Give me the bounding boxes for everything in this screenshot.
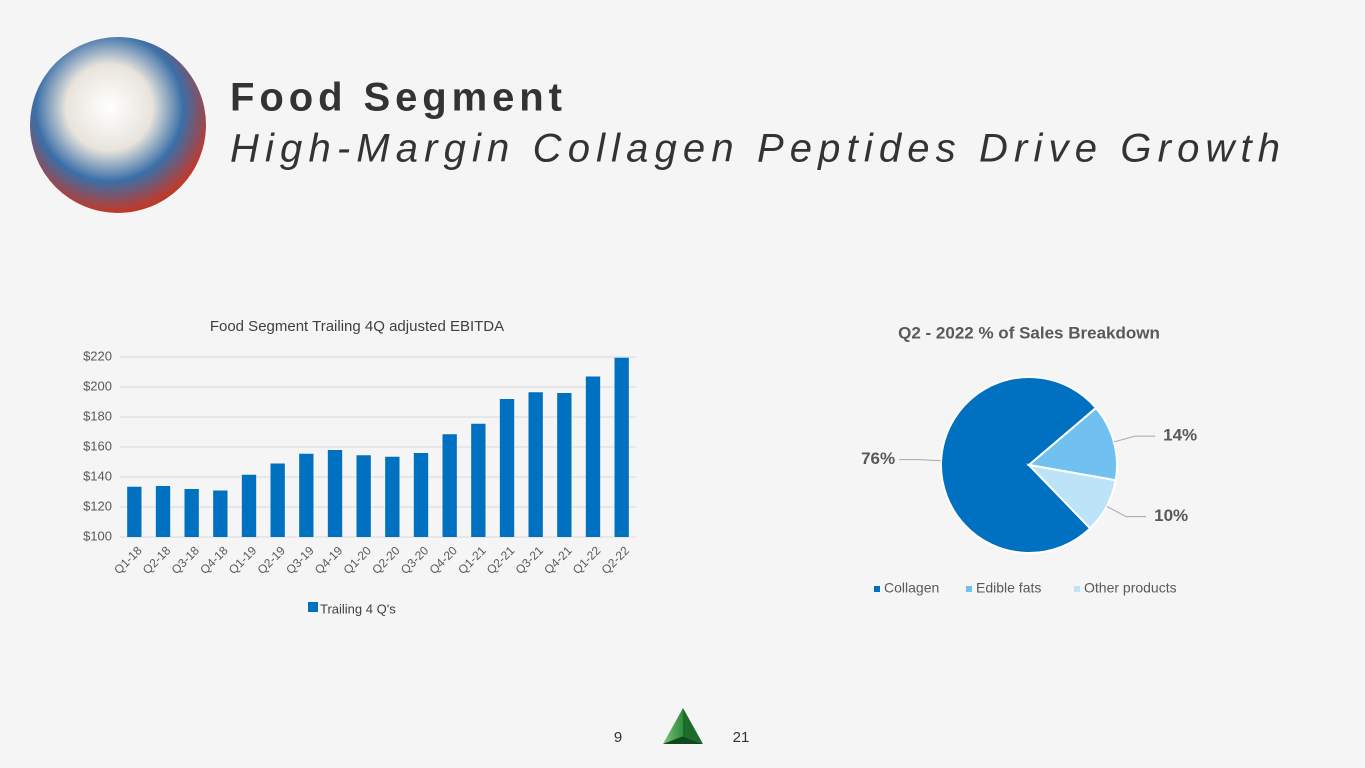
- leader-line: [899, 459, 942, 462]
- legend-label: Edible fats: [976, 580, 1041, 596]
- x-tick-label: Q1-22: [570, 543, 604, 577]
- y-tick-label: $120: [83, 498, 112, 513]
- y-tick-label: $200: [83, 378, 112, 393]
- slide-subtitle: High-Margin Collagen Peptides Drive Grow…: [230, 127, 1280, 171]
- x-tick-label: Q3-18: [169, 543, 203, 577]
- slide-title: Food Segment: [230, 76, 562, 120]
- page-number: 21: [733, 729, 750, 746]
- pie-slice: [940, 376, 1098, 554]
- y-tick-label: $100: [83, 528, 112, 543]
- legend-swatch: [966, 586, 972, 592]
- bar: [528, 392, 543, 537]
- bar: [299, 453, 314, 537]
- y-tick-label: $180: [83, 408, 112, 423]
- bar: [241, 474, 257, 537]
- legend-label: Trailing 4 Q's: [320, 601, 396, 616]
- legend-label: Collagen: [884, 580, 939, 596]
- data-label: 10%: [1154, 506, 1188, 525]
- legend-swatch: [308, 602, 318, 612]
- legend-swatch: [1074, 586, 1080, 592]
- legend-label: Other products: [1084, 580, 1177, 596]
- x-tick-label: Q4-19: [312, 543, 346, 577]
- bar: [499, 399, 515, 537]
- data-label: 76%: [861, 449, 895, 468]
- y-tick-label: $220: [83, 348, 112, 363]
- x-tick-label: Q4-21: [541, 543, 575, 577]
- data-label: 14%: [1163, 426, 1197, 445]
- bar: [585, 376, 601, 537]
- y-tick-label: $160: [83, 438, 112, 453]
- x-tick-label: Q1-19: [226, 543, 260, 577]
- x-tick-label: Q3-21: [513, 543, 547, 577]
- bar: [356, 455, 371, 537]
- x-tick-label: Q3-19: [283, 543, 317, 577]
- bar: [270, 463, 285, 537]
- bar: [442, 434, 457, 537]
- x-tick-label: Q3-20: [398, 543, 432, 577]
- x-tick-label: Q4-18: [197, 543, 231, 577]
- legend-swatch: [874, 586, 880, 592]
- leader-line: [1113, 435, 1156, 443]
- bar: [413, 453, 429, 537]
- bar: [471, 423, 486, 537]
- x-tick-label: Q1-21: [455, 543, 489, 577]
- x-tick-label: Q2-21: [484, 543, 518, 577]
- bar: [213, 490, 228, 537]
- header-photo: [30, 37, 206, 213]
- chart-title: Q2 - 2022 % of Sales Breakdown: [898, 323, 1160, 342]
- bar: [184, 489, 199, 537]
- chart-title: Food Segment Trailing 4Q adjusted EBITDA: [210, 318, 504, 335]
- x-tick-label: Q2-22: [599, 543, 633, 577]
- page-number: 9: [614, 729, 622, 746]
- x-tick-label: Q1-20: [341, 543, 375, 577]
- bar: [155, 486, 171, 537]
- logo: [663, 708, 703, 744]
- x-tick-label: Q4-20: [427, 543, 461, 577]
- leader-line: [1106, 505, 1147, 518]
- x-tick-label: Q2-20: [369, 543, 403, 577]
- x-tick-label: Q1-18: [111, 543, 145, 577]
- bar: [557, 393, 572, 537]
- x-tick-label: Q2-19: [255, 543, 289, 577]
- bar: [614, 357, 629, 537]
- bar: [127, 486, 142, 537]
- bar: [385, 456, 400, 537]
- y-tick-label: $140: [83, 468, 112, 483]
- bar: [327, 450, 343, 537]
- x-tick-label: Q2-18: [140, 543, 174, 577]
- pie-slice: [1026, 463, 1117, 530]
